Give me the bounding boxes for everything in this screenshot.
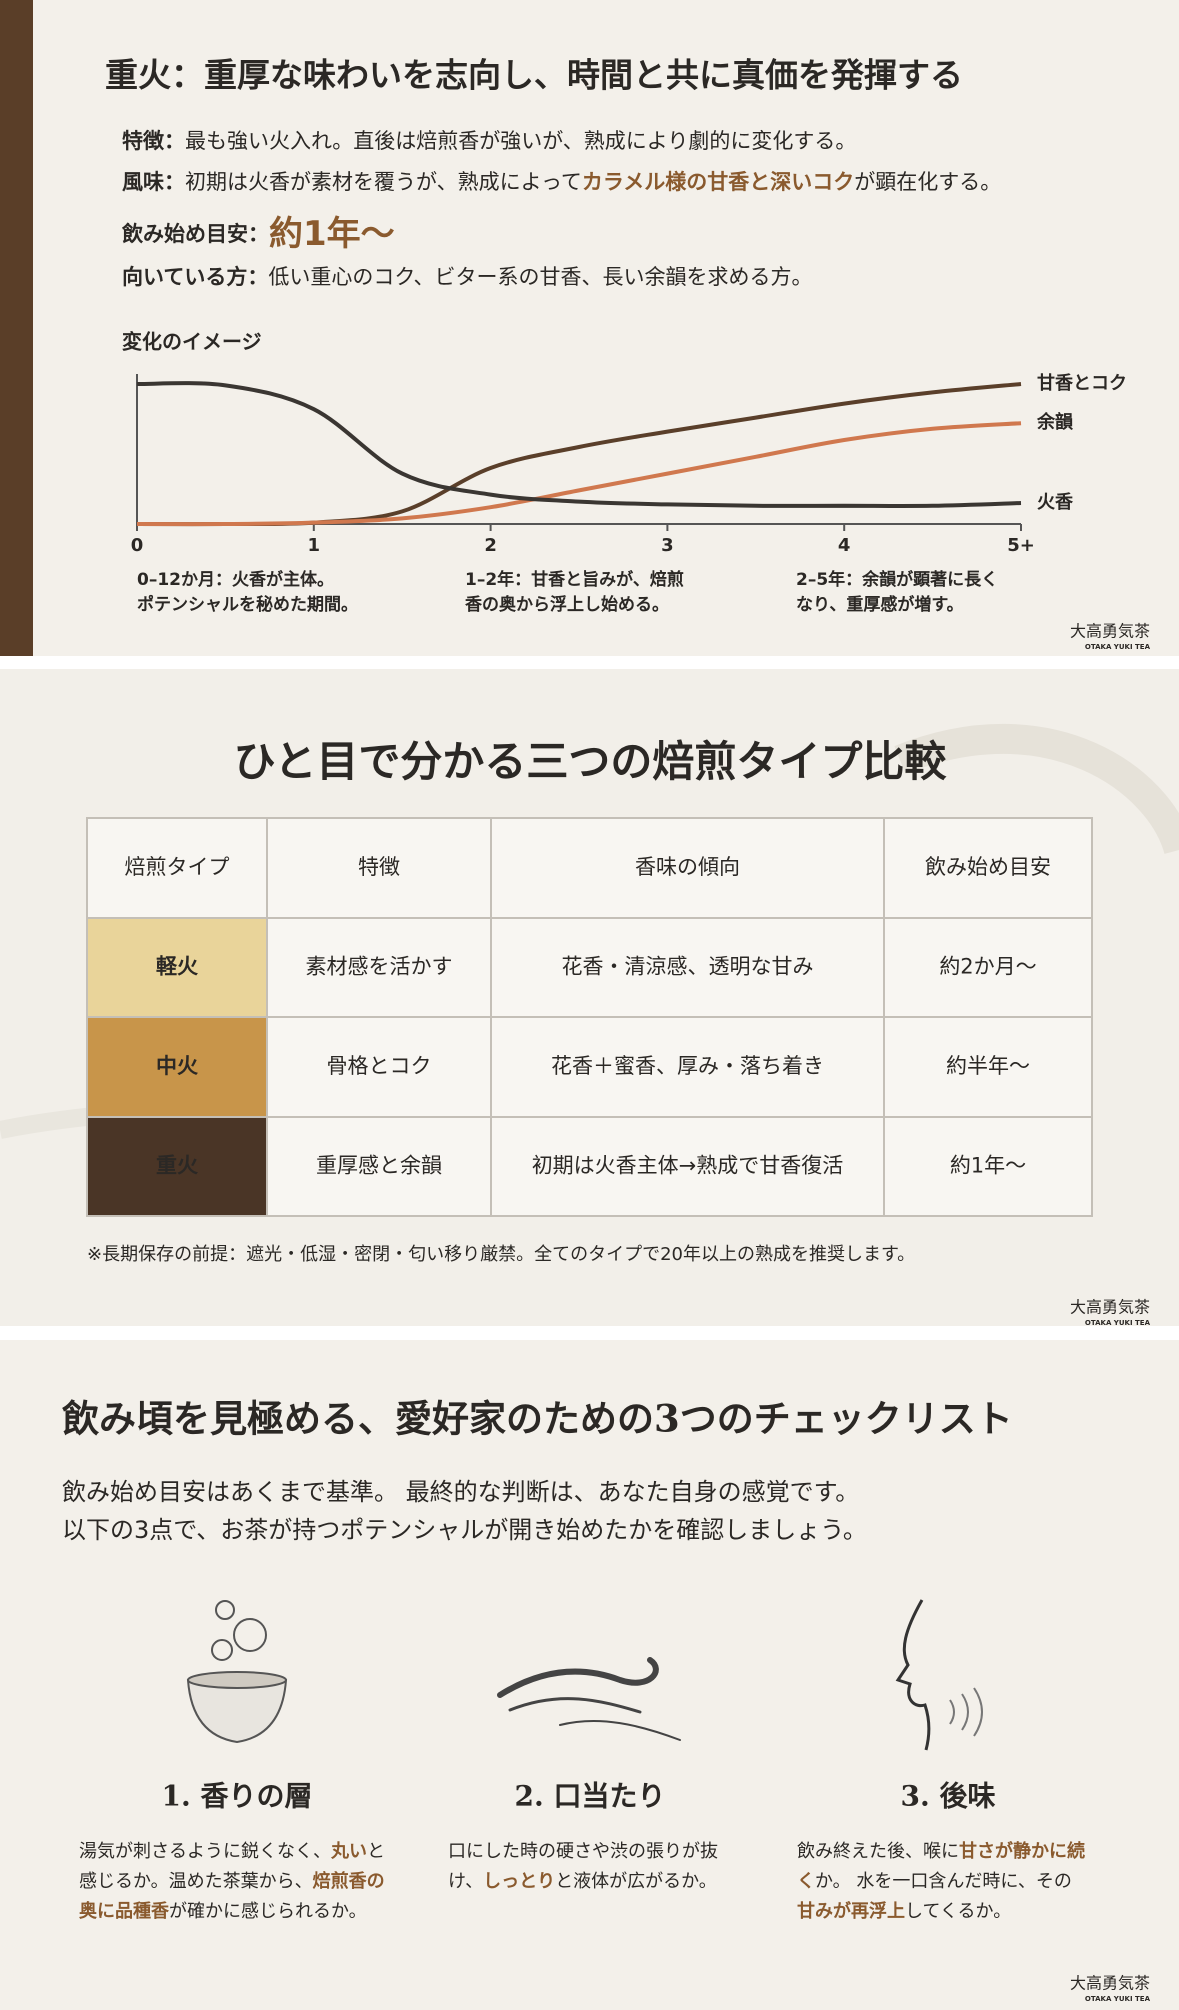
wave-icon <box>497 1657 681 1741</box>
brand-sub: OTAKA YUKI TEA <box>1085 1995 1151 2003</box>
highlight: カラメル様の甘香と深いコク <box>582 170 854 194</box>
text-segment: が顕在化する。 <box>854 170 1001 194</box>
item-line: 口にした時の硬さや渋の張りが抜 <box>448 1841 718 1862</box>
table-header: 香味の傾向 <box>635 855 740 879</box>
item-line: くか。 水を一口含んだ時に、その <box>797 1871 1072 1892</box>
highlight: 奥に品種香 <box>79 1900 170 1922</box>
item-line: 飲み終えた後、喉に甘さが静かに続 <box>797 1840 1085 1862</box>
series-line <box>136 421 1022 527</box>
table-cell: 中火 <box>156 1054 198 1078</box>
highlight: しっとり <box>483 1871 555 1892</box>
feature-label: 風味： <box>122 170 185 194</box>
text-segment: 口にした時の硬さや渋の張りが抜 <box>448 1841 718 1862</box>
tea-cup-icon <box>186 1600 288 1744</box>
table-header: 特徴 <box>358 855 400 879</box>
intro-line: 飲み始め目安はあくまで基準。 最終的な判断は、あなた自身の感覚です。 <box>62 1478 859 1506</box>
text-segment: が確かに感じられるか。 <box>169 1901 367 1922</box>
annotation: 1–2年：甘香と旨みが、焙煎 <box>465 569 684 590</box>
item-line: け、しっとりと液体が広がるか。 <box>448 1871 717 1892</box>
x-tick-label: 5+ <box>1007 535 1035 556</box>
feature-label: 飲み始め目安： <box>121 222 269 246</box>
text-segment: 湯気が刺さるように鋭くなく、 <box>79 1841 331 1862</box>
item-line: 湯気が刺さるように鋭くなく、丸いと <box>79 1841 385 1862</box>
brand-sub: OTAKA YUKI TEA <box>1085 1319 1151 1327</box>
x-tick-label: 3 <box>661 535 674 556</box>
item-line: 奥に品種香が確かに感じられるか。 <box>79 1900 367 1922</box>
table-header: 焙煎タイプ <box>125 855 230 879</box>
feature-label: 向いている方： <box>122 265 268 289</box>
text-segment: 低い重心のコク、ビター系の甘香、長い余韻を求める方。 <box>268 265 812 289</box>
table-cell: 骨格とコク <box>327 1054 432 1078</box>
annotation: 0–12か月：火香が主体。 <box>137 569 334 590</box>
annotation: ポテンシャルを秘めた期間。 <box>137 594 358 615</box>
brand-sub: OTAKA YUKI TEA <box>1085 643 1151 651</box>
table-cell: 初期は火香主体→熟成で甘香復活 <box>532 1154 844 1178</box>
table-header: 飲み始め目安 <box>925 855 1051 879</box>
section-title: 飲み頃を見極める、愛好家のための3つのチェックリスト <box>62 1397 1013 1441</box>
feature-label: 特徴： <box>122 129 185 153</box>
brush-stroke <box>894 723 1179 855</box>
accent-bar <box>0 0 33 656</box>
brand-name: 大高勇気茶 <box>1070 1974 1150 1993</box>
face-icon <box>895 1599 983 1751</box>
feature-line: 特徴：最も強い火入れ。直後は焙煎香が強いが、熟成により劇的に変化する。 <box>122 129 856 153</box>
series-label: 余韻 <box>1036 411 1074 433</box>
feature-big: 約1年〜 <box>269 214 395 254</box>
table-cell: 花香・清涼感、透明な甘み <box>562 955 814 979</box>
section-bg <box>0 0 1179 656</box>
type-cell <box>87 1117 267 1216</box>
item-line: 甘みが再浮上してくるか。 <box>797 1900 1011 1922</box>
x-tick-label: 0 <box>131 535 144 556</box>
text-segment: か。 水を一口含んだ時に、その <box>815 1871 1072 1892</box>
series-label: 火香 <box>1037 492 1074 513</box>
table-cell: 重厚感と余韻 <box>316 1154 442 1178</box>
x-tick-label: 4 <box>838 535 851 556</box>
annotation: 2–5年：余韻が顕著に長く <box>796 569 998 590</box>
text-segment: してくるか。 <box>905 1901 1011 1922</box>
text-segment: 初期は火香が素材を覆うが、熟成によって <box>185 170 582 194</box>
intro-line: 以下の3点で、お茶が持つポテンシャルが開き始めたかを確認しましょう。 <box>62 1516 867 1544</box>
series-label: 甘香とコク <box>1037 373 1127 394</box>
brand-name: 大高勇気茶 <box>1070 622 1150 641</box>
highlight: 焙煎香の <box>313 1870 385 1892</box>
chart-title: 変化のイメージ <box>122 330 262 354</box>
x-tick-label: 1 <box>308 535 321 556</box>
type-cell <box>87 918 267 1017</box>
feature-line: 風味：初期は火香が素材を覆うが、熟成によってカラメル様の甘香と深いコクが顕在化す… <box>122 170 1001 194</box>
feature-line: 飲み始め目安：約1年〜 <box>121 214 395 254</box>
highlight: 丸い <box>330 1841 367 1862</box>
table-cell: 素材感を活かす <box>306 955 453 979</box>
text-segment: 感じるか。温めた茶葉から、 <box>79 1871 313 1892</box>
x-tick-label: 2 <box>484 535 497 556</box>
text-segment: と液体が広がるか。 <box>555 1871 717 1892</box>
item-line: 感じるか。温めた茶葉から、焙煎香の <box>79 1870 385 1892</box>
annotation: 香の奥から浮上し始める。 <box>465 594 669 615</box>
highlight: 甘みが再浮上 <box>797 1900 905 1922</box>
table-cell: 約1年〜 <box>950 1154 1026 1178</box>
type-cell <box>87 1017 267 1117</box>
item-title: 1. 香りの層 <box>162 1780 313 1813</box>
section-title: 重火：重厚な味わいを志向し、時間と共に真価を発揮する <box>105 56 963 95</box>
table-cell: 重火 <box>156 1154 198 1178</box>
brand-name: 大高勇気茶 <box>1070 1298 1150 1317</box>
table-cell: 軽火 <box>156 955 198 979</box>
item-title: 3. 後味 <box>901 1780 996 1813</box>
table-cell: 花香＋蜜香、厚み・落ち着き <box>551 1054 824 1078</box>
annotation: なり、重厚感が増す。 <box>796 594 964 615</box>
text-segment: け、 <box>448 1871 483 1892</box>
series-line <box>136 381 1022 509</box>
section-title: ひと目で分かる三つの焙煎タイプ比較 <box>234 737 948 786</box>
highlight: 甘さが静かに続 <box>959 1840 1085 1862</box>
item-title: 2. 口当たり <box>515 1780 666 1813</box>
text-segment: と <box>367 1841 385 1862</box>
text-segment: 最も強い火入れ。直後は焙煎香が強いが、熟成により劇的に変化する。 <box>185 129 856 153</box>
highlight: く <box>797 1871 815 1892</box>
table-cell: 約2か月〜 <box>939 955 1036 979</box>
text-segment: 飲み終えた後、喉に <box>797 1841 959 1862</box>
feature-line: 向いている方：低い重心のコク、ビター系の甘香、長い余韻を求める方。 <box>122 265 812 289</box>
table-note: ※長期保存の前提：遮光・低湿・密閉・匂い移り厳禁。全てのタイプで20年以上の熟成… <box>87 1244 915 1265</box>
table-cell: 約半年〜 <box>946 1054 1030 1078</box>
